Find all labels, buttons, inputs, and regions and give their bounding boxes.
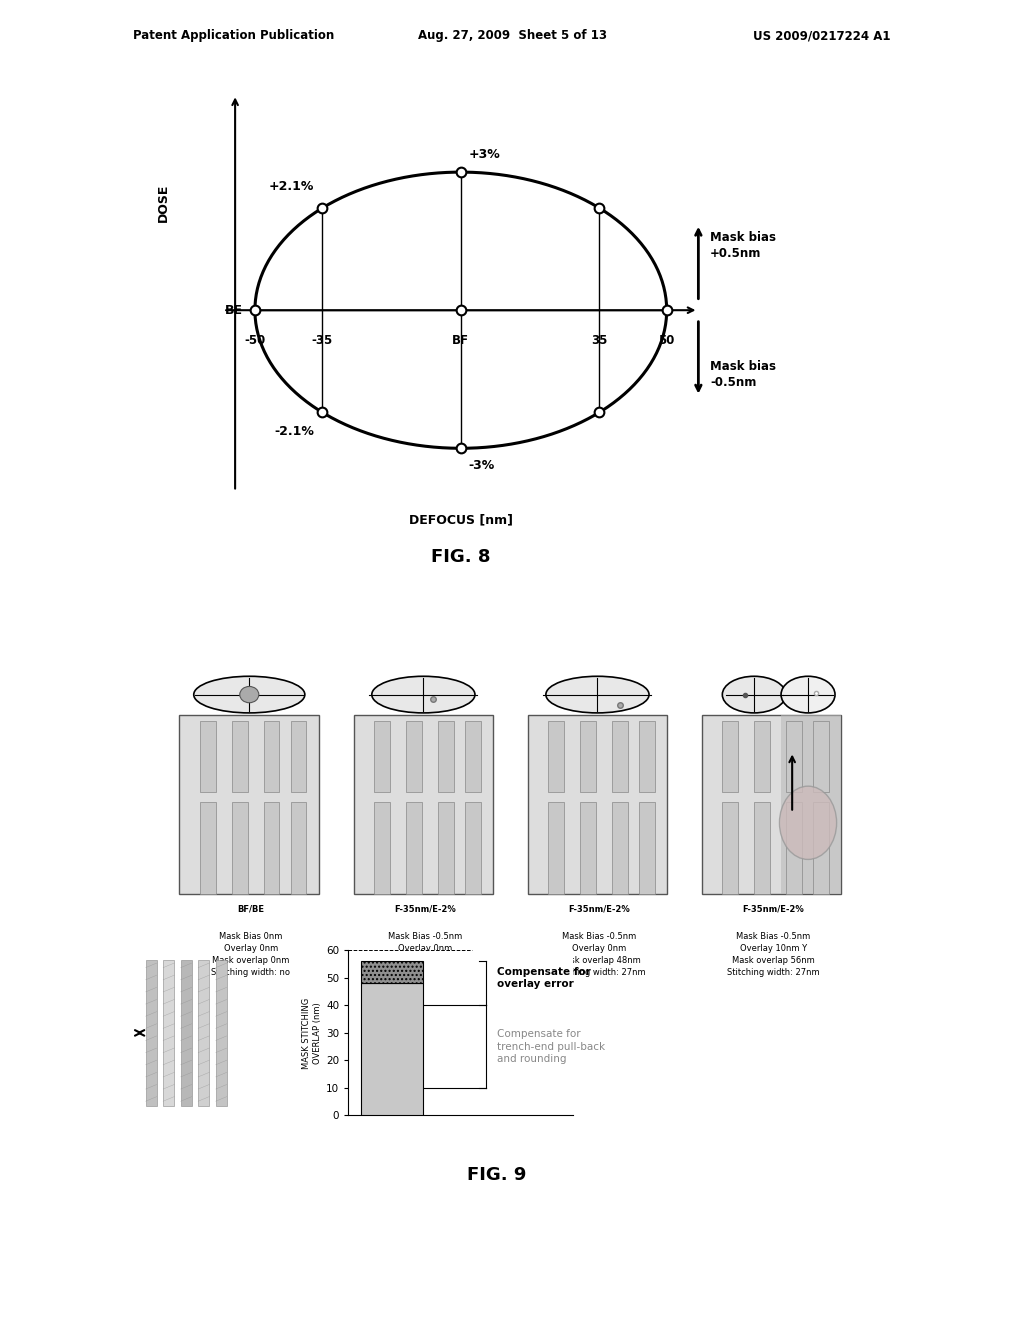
Bar [611, 721, 628, 792]
Text: +3%: +3% [469, 148, 501, 161]
Text: F-35nm/E-2%: F-35nm/E-2% [742, 904, 804, 913]
Bar [813, 803, 828, 894]
Bar [527, 715, 668, 894]
Bar [263, 803, 280, 894]
Bar [199, 960, 209, 1106]
Bar [754, 803, 770, 894]
Text: +2.1%: +2.1% [269, 180, 314, 193]
Bar [374, 803, 390, 894]
Bar [180, 960, 191, 1106]
Circle shape [779, 787, 837, 859]
Bar [781, 715, 842, 894]
Text: -35: -35 [311, 334, 333, 347]
Text: FIG. 9: FIG. 9 [467, 1166, 526, 1184]
Ellipse shape [781, 676, 835, 713]
Text: Mask Bias 0nm
Overlay 0nm
Mask overlap 0nm
Stitching width: no: Mask Bias 0nm Overlay 0nm Mask overlap 0… [211, 932, 291, 977]
Bar [722, 803, 738, 894]
Bar [465, 721, 480, 792]
Bar [754, 721, 770, 792]
Y-axis label: MASK STITCHING
OVERLAP (nm): MASK STITCHING OVERLAP (nm) [302, 998, 322, 1068]
Ellipse shape [194, 676, 305, 713]
Text: -50: -50 [245, 334, 265, 347]
Bar [406, 721, 422, 792]
Bar [548, 803, 564, 894]
Text: F-35nm/E-2%: F-35nm/E-2% [394, 904, 456, 913]
Text: Mask Bias -0.5nm
Overlay 10nm Y
Mask overlap 56nm
Stitching width: 27nm: Mask Bias -0.5nm Overlay 10nm Y Mask ove… [727, 932, 819, 977]
Bar [639, 803, 654, 894]
Bar [437, 721, 454, 792]
Bar [200, 803, 216, 894]
Bar [291, 803, 306, 894]
Text: F-35nm/E-2%: F-35nm/E-2% [568, 904, 630, 913]
Bar [580, 721, 596, 792]
Bar [580, 803, 596, 894]
Bar [374, 721, 390, 792]
Text: US 2009/0217224 A1: US 2009/0217224 A1 [754, 29, 891, 42]
Text: -2.1%: -2.1% [274, 425, 314, 438]
Text: FIG. 8: FIG. 8 [431, 548, 490, 566]
Bar [360, 961, 423, 983]
Bar [406, 803, 422, 894]
Text: 35: 35 [591, 334, 607, 347]
Text: BF: BF [453, 334, 469, 347]
Bar [611, 803, 628, 894]
Text: BE: BE [225, 304, 243, 317]
Text: DOSE: DOSE [158, 183, 170, 222]
Bar [813, 721, 828, 792]
Ellipse shape [372, 676, 475, 713]
Bar [263, 721, 280, 792]
Ellipse shape [240, 686, 259, 702]
Text: 50: 50 [658, 334, 675, 347]
Ellipse shape [546, 676, 649, 713]
Bar [216, 960, 226, 1106]
Bar [722, 721, 738, 792]
Text: Mask bias
-0.5nm: Mask bias -0.5nm [711, 360, 776, 389]
Text: DEFOCUS [nm]: DEFOCUS [nm] [409, 513, 513, 525]
Text: Patent Application Publication: Patent Application Publication [133, 29, 335, 42]
Bar [291, 721, 306, 792]
Bar [231, 721, 248, 792]
Text: Mask bias
+0.5nm: Mask bias +0.5nm [711, 231, 776, 260]
Text: Compensate for
trench-end pull-back
and rounding: Compensate for trench-end pull-back and … [497, 1030, 605, 1064]
Bar [360, 983, 423, 1115]
Bar [701, 715, 842, 894]
Bar [548, 721, 564, 792]
Text: Compensate for
overlay error: Compensate for overlay error [497, 968, 591, 989]
Bar [785, 721, 802, 792]
Ellipse shape [722, 676, 785, 713]
Text: Aug. 27, 2009  Sheet 5 of 13: Aug. 27, 2009 Sheet 5 of 13 [418, 29, 606, 42]
Bar [785, 803, 802, 894]
Bar [163, 960, 174, 1106]
Text: -3%: -3% [469, 459, 495, 473]
Bar [200, 721, 216, 792]
Bar [353, 715, 494, 894]
Text: BF/BE: BF/BE [238, 904, 264, 913]
Text: Mask Bias -0.5nm
Overlay 0nm
Mask overlap 0nm
Stitching width: no: Mask Bias -0.5nm Overlay 0nm Mask overla… [385, 932, 465, 977]
Bar [437, 803, 454, 894]
Text: Mask Bias -0.5nm
Overlay 0nm
Mask overlap 48nm
Stitching width: 27nm: Mask Bias -0.5nm Overlay 0nm Mask overla… [553, 932, 645, 977]
Bar [145, 960, 157, 1106]
Bar [465, 803, 480, 894]
Bar [231, 803, 248, 894]
Bar [179, 715, 319, 894]
Bar [639, 721, 654, 792]
